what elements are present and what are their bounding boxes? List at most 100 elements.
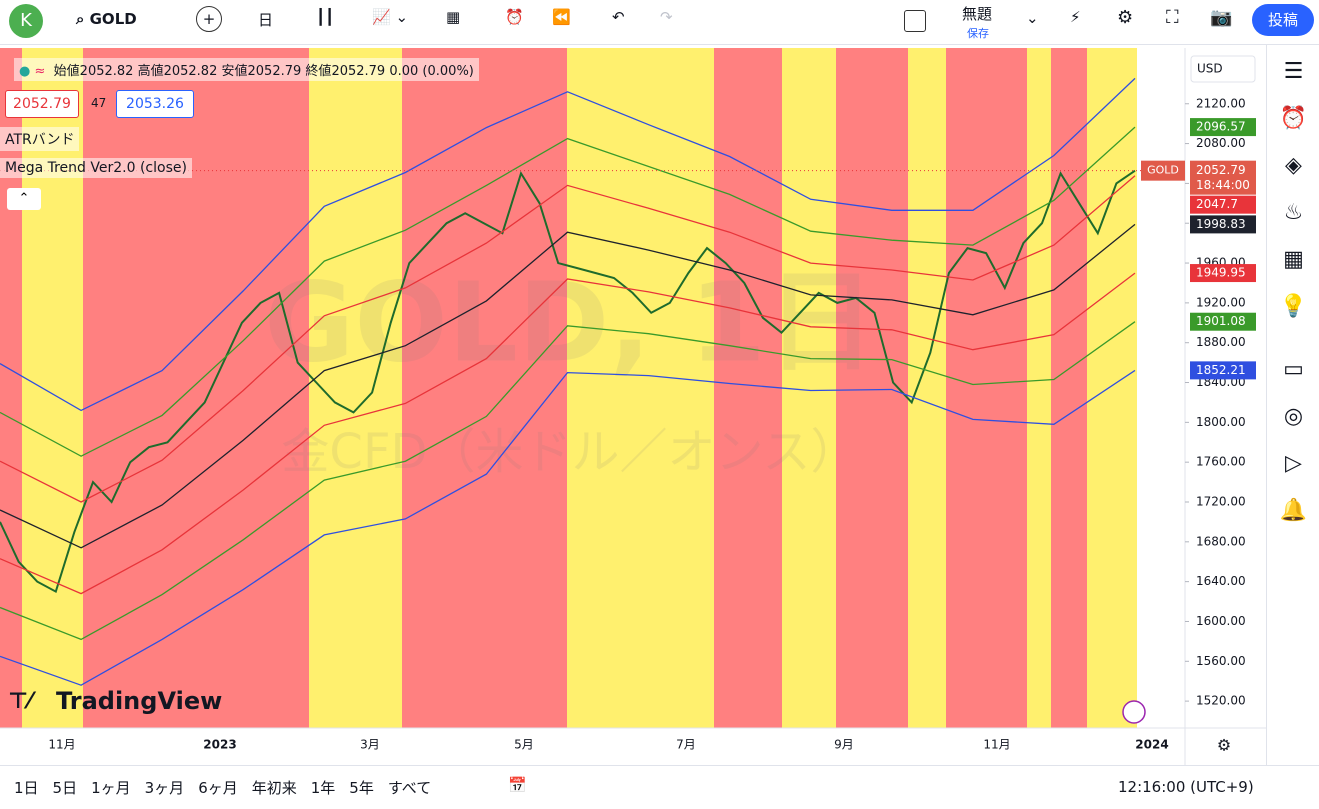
range-buttons: 1日 5日 1ヶ月 3ヶ月 6ヶ月 年初来 1年 5年 すべて [14, 777, 445, 798]
save-label[interactable]: 保存 [967, 27, 989, 40]
change: 0.00 (0.00%) [389, 64, 474, 79]
range-button[interactable]: 5日 [52, 779, 78, 797]
y-tick-label: 1920.00 [1196, 295, 1246, 309]
price-label-bg [1190, 160, 1256, 195]
regime-band [1087, 48, 1137, 728]
range-button[interactable]: 6ヶ月 [198, 779, 238, 797]
range-button[interactable]: 年初来 [251, 779, 297, 797]
alert-button[interactable]: ⏰ [505, 8, 524, 26]
band-line [0, 321, 1136, 641]
symbol-search[interactable]: ⌕ GOLD [76, 10, 137, 28]
range-button[interactable]: 1年 [310, 779, 336, 797]
price-label-bg [1190, 264, 1256, 283]
price-label: 2052.79 [1196, 163, 1246, 177]
band-line [0, 272, 1136, 595]
band-line [0, 369, 1136, 686]
x-tick-label: 11月 [48, 738, 75, 752]
y-tick-label: 2080.00 [1196, 136, 1246, 150]
regime-band [714, 48, 782, 728]
media-icon[interactable]: ▷ [1285, 451, 1302, 476]
indicator-label[interactable]: Mega Trend Ver2.0 (close) [0, 158, 192, 178]
y-tick-label: 1680.00 [1196, 534, 1246, 548]
y-tick-label: 1520.00 [1196, 694, 1246, 708]
y-tick-label: 1560.00 [1196, 654, 1246, 668]
replay-button[interactable]: ⏪ [552, 8, 571, 26]
branding: TradingView [56, 687, 222, 715]
y-tick-label: 1880.00 [1196, 335, 1246, 349]
alerts-icon[interactable]: ⏰ [1279, 106, 1308, 131]
band-line [0, 175, 1136, 503]
x-tick-label: 2023 [203, 738, 236, 752]
range-button[interactable]: 5年 [349, 779, 374, 797]
symbol: GOLD [89, 10, 137, 28]
layers-icon[interactable]: ◈ [1285, 153, 1302, 178]
streams-icon[interactable]: ◎ [1283, 404, 1304, 429]
band-line [0, 77, 1136, 412]
bottom-bar: 1日 5日 1ヶ月 3ヶ月 6ヶ月 年初来 1年 5年 すべて 📅 12:16:00 (UTC+… [0, 765, 1319, 809]
lightning-icon [1122, 700, 1146, 724]
regime-band [402, 48, 567, 728]
legend-ohlc: ● ≈ 始値2052.82 高値2052.82 安値2052.79 終値2052… [14, 58, 479, 81]
templates-button[interactable]: ▦ [446, 8, 461, 26]
watchlist-icon[interactable]: ☰ [1283, 59, 1304, 84]
notifications-icon[interactable]: 🔔 [1279, 498, 1308, 523]
goto-date[interactable]: 📅 [508, 776, 527, 794]
y-tick-label: 1720.00 [1196, 494, 1246, 508]
range-button[interactable]: すべて [387, 779, 432, 797]
y-tick-label: 1640.00 [1196, 574, 1246, 588]
range-button[interactable]: 3ヶ月 [144, 779, 185, 797]
x-tick-label: 7月 [676, 738, 696, 752]
clock: 12:16:00 (UTC+9) [1118, 778, 1254, 796]
indicators-button[interactable]: 📈 ⌄ [372, 8, 409, 26]
price-label: 1852.21 [1196, 363, 1246, 377]
layout-menu[interactable]: ⌄ [1026, 9, 1039, 27]
symbol-tag-text: GOLD [1147, 164, 1179, 177]
price-label-bg [1190, 312, 1256, 331]
price-label-bg [1190, 215, 1256, 234]
ideas-icon[interactable]: 💡 [1279, 294, 1308, 319]
settings-button[interactable]: ⚙ [1117, 7, 1134, 28]
open-label: 始値 [53, 64, 80, 79]
range-button[interactable]: 1ヶ月 [91, 779, 131, 797]
quick-search[interactable]: ⚡ [1070, 8, 1081, 26]
price-label: 1949.95 [1196, 266, 1246, 280]
chat-icon[interactable]: ▭ [1283, 357, 1304, 382]
interval[interactable]: 日 [258, 11, 274, 29]
indicator-label[interactable]: ATRバンド [0, 127, 80, 151]
x-tick-label: 2024 [1135, 738, 1168, 752]
price-label: 2047.7 [1196, 197, 1238, 211]
high-value: 2052.82 [163, 64, 218, 79]
currency: USD [1197, 62, 1223, 76]
undo-button[interactable]: ↶ [612, 8, 625, 26]
chart-type-button[interactable]: ┃┃ [316, 8, 335, 26]
regime-band [309, 48, 402, 728]
add-compare[interactable]: + [196, 6, 222, 32]
axis-settings: ⚙ [1217, 736, 1231, 755]
layout-checkbox[interactable] [904, 10, 926, 32]
sell-button[interactable]: 2052.79 [5, 90, 79, 118]
price-label: 1998.83 [1196, 217, 1246, 231]
watermark-subtitle: 金CFD（米ドル／オンス） [281, 424, 858, 480]
fullscreen-button[interactable]: ⛶ [1166, 7, 1179, 28]
snapshot-button[interactable]: 📷 [1210, 7, 1233, 28]
avatar[interactable]: K [9, 4, 43, 38]
price-label: 1901.08 [1196, 314, 1246, 328]
close-label: 終値 [305, 64, 332, 79]
y-tick-label: 1760.00 [1196, 455, 1246, 469]
layout-name[interactable]: 無題 [962, 5, 993, 23]
hotlist-icon[interactable]: ♨ [1283, 200, 1304, 225]
band-line [0, 126, 1136, 457]
range-button[interactable]: 1日 [14, 779, 39, 797]
collapse-legend[interactable]: ⌃ [7, 188, 41, 210]
price-label: 2096.57 [1196, 120, 1246, 134]
calendar-icon[interactable]: ▦ [1283, 247, 1304, 272]
y-tick-label: 2120.00 [1196, 96, 1246, 110]
redo-button[interactable]: ↷ [660, 8, 673, 26]
publish-button[interactable]: 投稿 [1252, 4, 1314, 36]
price-line [0, 169, 1136, 594]
currency-box [1190, 55, 1256, 83]
watermark-title: GOLD, 1日 [264, 258, 876, 386]
buy-button[interactable]: 2053.26 [116, 90, 194, 118]
high-label: 高値 [137, 64, 164, 79]
